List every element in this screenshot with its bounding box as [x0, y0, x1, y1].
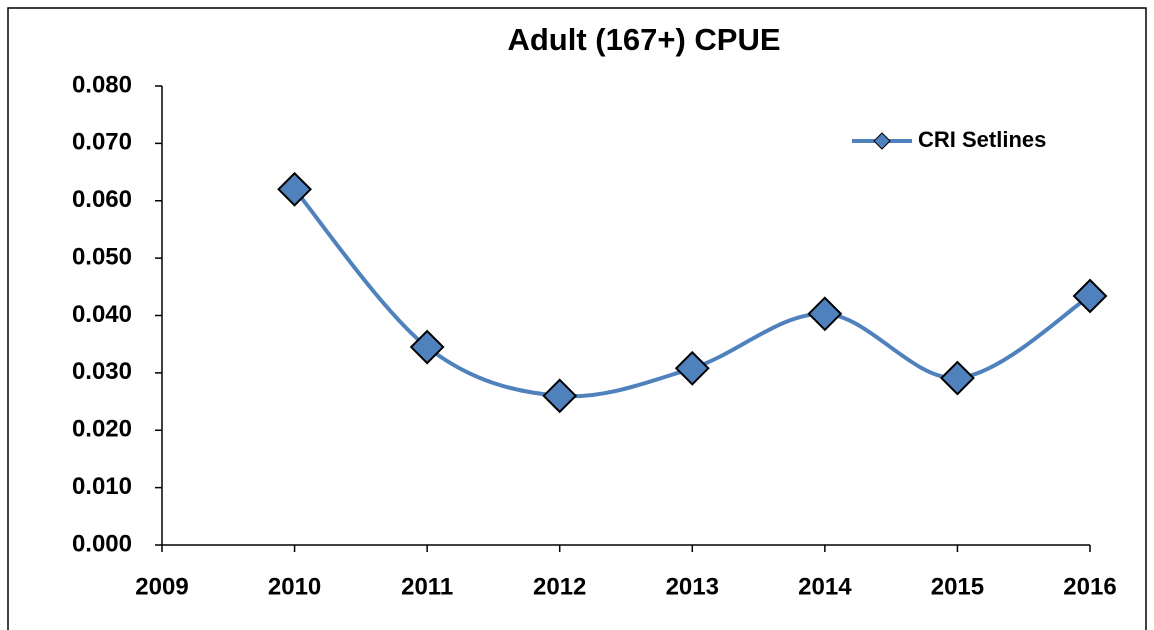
- point-marker: [409, 329, 445, 365]
- point-marker: [940, 360, 975, 396]
- y-tick-label: 0.060: [72, 186, 132, 213]
- point-marker: [542, 378, 578, 414]
- point-marker: [807, 296, 843, 332]
- y-tick-label: 0.070: [72, 129, 132, 156]
- point-marker: [674, 350, 710, 386]
- chart-frame: [7, 7, 1147, 630]
- y-tick-label: 0.030: [72, 358, 132, 385]
- y-tick-label: 0.000: [72, 530, 132, 557]
- x-tick-label: 2011: [401, 573, 453, 600]
- x-tick-label: 2013: [666, 573, 719, 600]
- x-tick-label: 2015: [931, 573, 984, 600]
- legend-label: CRI Setlines: [918, 127, 1046, 152]
- point-marker: [277, 171, 312, 207]
- x-tick-label: 2014: [798, 573, 852, 600]
- point-marker: [1072, 278, 1108, 314]
- y-tick-label: 0.080: [72, 71, 132, 98]
- y-tick-label: 0.010: [72, 473, 132, 500]
- legend-marker: [873, 132, 891, 150]
- chart-title: Adult (167+) CPUE: [507, 22, 780, 57]
- x-tick-label: 2010: [268, 573, 321, 600]
- y-tick-label: 0.020: [72, 416, 132, 443]
- x-tick-label: 2009: [135, 573, 188, 600]
- y-tick-label: 0.050: [72, 243, 132, 270]
- x-tick-label: 2016: [1063, 573, 1116, 600]
- x-tick-label: 2012: [533, 573, 586, 600]
- y-tick-label: 0.040: [72, 301, 132, 328]
